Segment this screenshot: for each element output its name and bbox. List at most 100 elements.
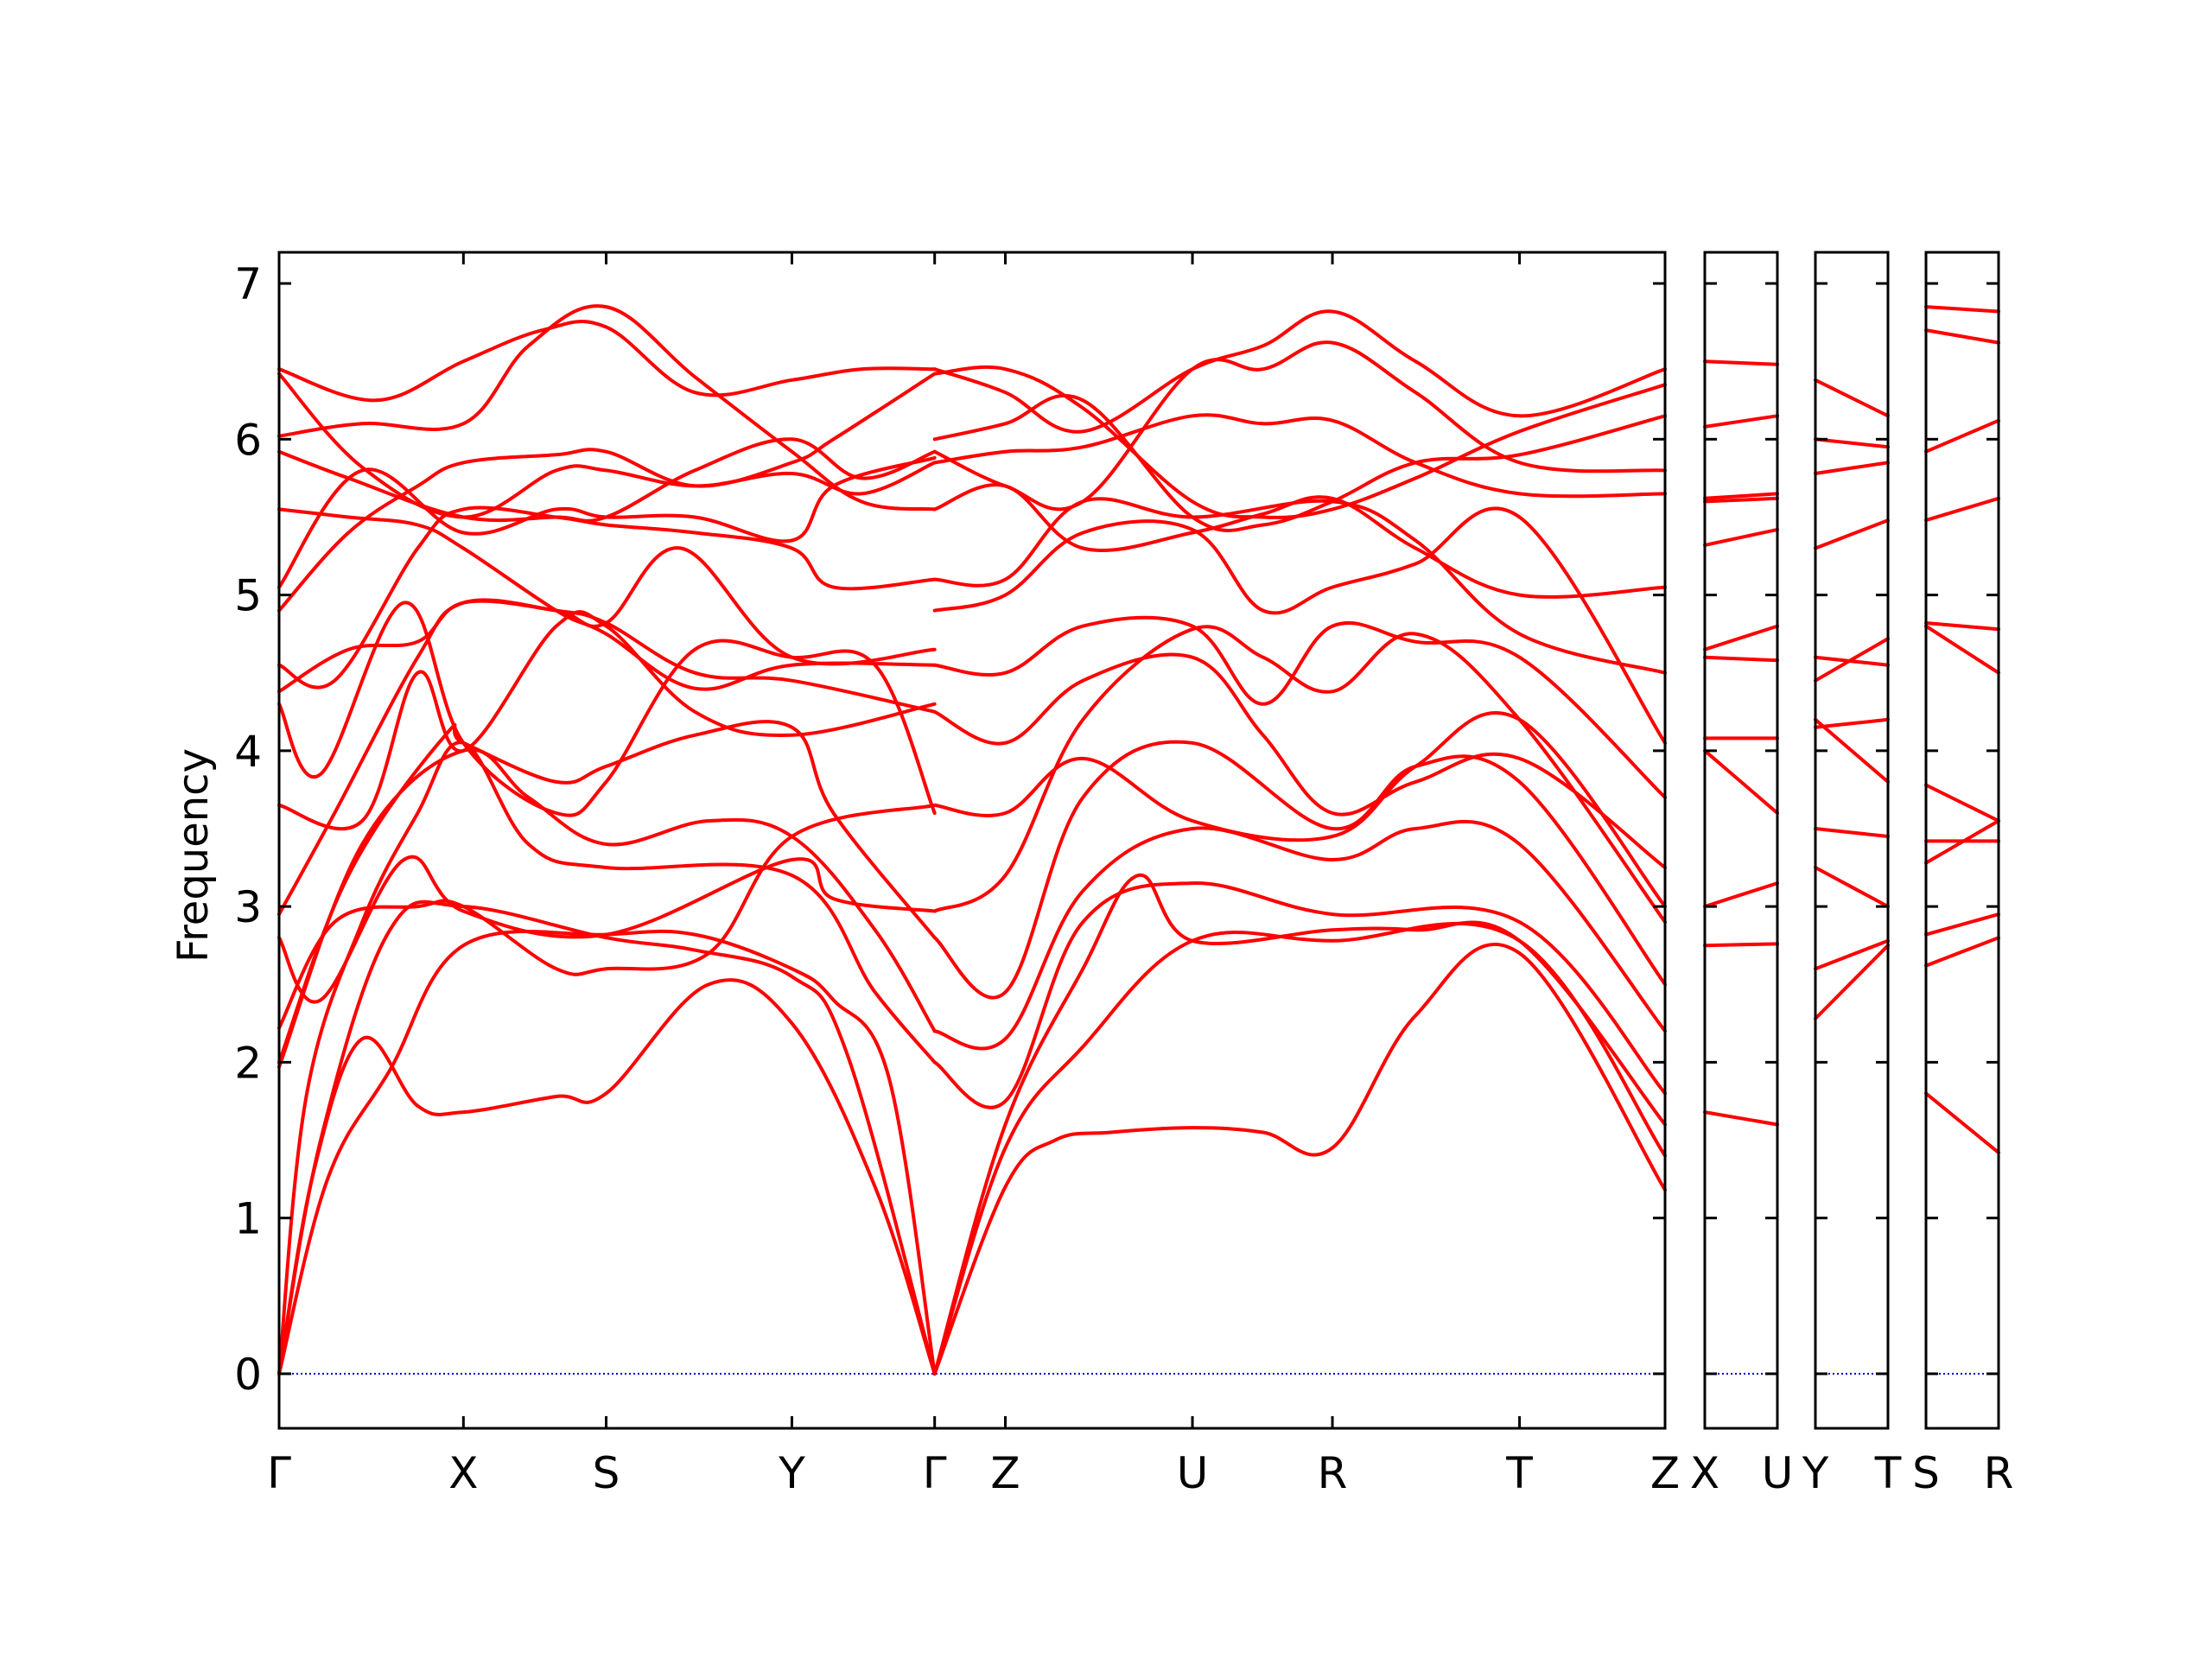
band-line	[1814, 938, 1890, 971]
band-line	[1814, 717, 1890, 729]
band-line	[1924, 1091, 2000, 1154]
band-line	[932, 942, 1667, 1376]
band-line	[1924, 418, 2000, 454]
panel-frame	[277, 251, 1667, 1430]
band-line	[1703, 748, 1779, 815]
x-tick-label: R	[1318, 1448, 1348, 1498]
x-tick-label: Z	[990, 1448, 1020, 1498]
y-tick-label: 5	[234, 571, 262, 621]
x-tick-label: R	[1984, 1448, 2014, 1498]
x-tick-label: X	[1690, 1448, 1719, 1498]
y-tick-label: 3	[234, 882, 262, 932]
band-line	[932, 921, 1667, 1376]
band-line	[1924, 912, 2000, 937]
band-line	[1814, 866, 1890, 909]
band-line	[1703, 942, 1779, 948]
x-tick-label: X	[448, 1448, 478, 1498]
band-line	[277, 601, 937, 817]
x-tick-label: Y	[778, 1448, 805, 1498]
band-line	[277, 610, 937, 831]
band-line	[1924, 328, 2000, 345]
band-line	[932, 819, 1667, 1051]
band-line	[932, 881, 1667, 1109]
x-tick-label: Y	[1802, 1448, 1829, 1498]
band-line	[1814, 518, 1890, 550]
band-line	[1703, 496, 1779, 504]
band-line	[277, 747, 937, 1069]
panel-frame	[1814, 251, 1890, 1430]
band-line	[1814, 655, 1890, 667]
x-tick-label: T	[1874, 1448, 1902, 1498]
x-tick-label: S	[1912, 1448, 1940, 1498]
band-line	[277, 855, 937, 1004]
band-line	[932, 309, 1667, 434]
band-line	[932, 413, 1667, 499]
band-line	[1924, 305, 2000, 314]
band-line	[1703, 414, 1779, 429]
band-line	[932, 393, 1667, 532]
band-line	[277, 929, 937, 1376]
band-line	[932, 740, 1667, 1000]
x-tick-label: Γ	[923, 1448, 947, 1498]
band-line	[277, 304, 937, 512]
band-line	[277, 899, 937, 1376]
y-tick-label: 6	[234, 415, 262, 465]
band-line	[277, 320, 937, 403]
x-tick-label: S	[593, 1448, 620, 1498]
band-line	[277, 803, 937, 1030]
band-line	[932, 710, 1667, 909]
band-line	[1703, 1110, 1779, 1127]
band-line	[1814, 461, 1890, 475]
band-line	[277, 741, 937, 1376]
y-axis-label: Frequency	[169, 748, 218, 963]
band-line	[932, 483, 1667, 599]
x-tick-label: Z	[1650, 1448, 1680, 1498]
band-line	[1924, 936, 2000, 968]
band-line	[932, 874, 1667, 1376]
band-line	[1924, 624, 2000, 675]
x-tick-label: T	[1505, 1448, 1533, 1498]
x-tick-label: U	[1762, 1448, 1794, 1498]
band-line	[1703, 655, 1779, 663]
band-line	[932, 615, 1667, 799]
panel-frame	[1924, 251, 2000, 1430]
band-line	[277, 720, 937, 1065]
band-line	[1703, 492, 1779, 500]
band-line	[1814, 944, 1890, 1020]
band-line	[1924, 621, 2000, 632]
band-line	[932, 365, 1667, 519]
y-tick-label: 2	[234, 1038, 262, 1088]
band-line	[932, 340, 1667, 512]
band-line	[1703, 624, 1779, 652]
band-line	[1814, 717, 1890, 784]
band-line	[1703, 527, 1779, 547]
y-tick-label: 7	[234, 259, 262, 309]
y-tick-label: 4	[234, 727, 262, 777]
band-line	[277, 978, 937, 1376]
band-line	[1703, 359, 1779, 366]
band-line	[277, 505, 937, 690]
x-tick-label: Γ	[267, 1448, 291, 1498]
band-line	[1703, 881, 1779, 909]
band-line	[1814, 827, 1890, 838]
panel-frame	[1703, 251, 1779, 1430]
band-line	[1924, 783, 2000, 823]
x-tick-label: U	[1177, 1448, 1209, 1498]
band-line	[1814, 378, 1890, 418]
band-line	[277, 507, 937, 691]
band-line	[277, 372, 937, 613]
band-line	[277, 437, 937, 523]
y-tick-label: 1	[234, 1194, 262, 1244]
y-tick-label: 0	[234, 1350, 262, 1400]
band-line	[1924, 496, 2000, 523]
band-line	[932, 652, 1667, 869]
band-line	[932, 625, 1667, 925]
band-line	[932, 506, 1667, 745]
band-line	[277, 372, 937, 519]
